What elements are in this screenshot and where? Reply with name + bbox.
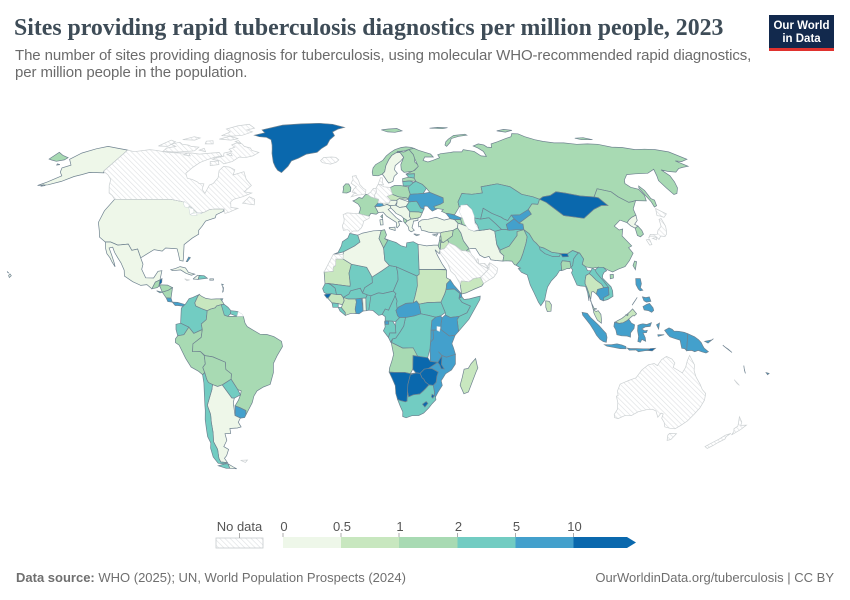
svg-text:No data: No data [217,519,263,534]
svg-text:0: 0 [280,519,287,534]
svg-text:10: 10 [567,519,581,534]
svg-text:5: 5 [513,519,520,534]
svg-text:0.5: 0.5 [333,519,351,534]
svg-text:1: 1 [396,519,403,534]
svg-text:2: 2 [455,519,462,534]
